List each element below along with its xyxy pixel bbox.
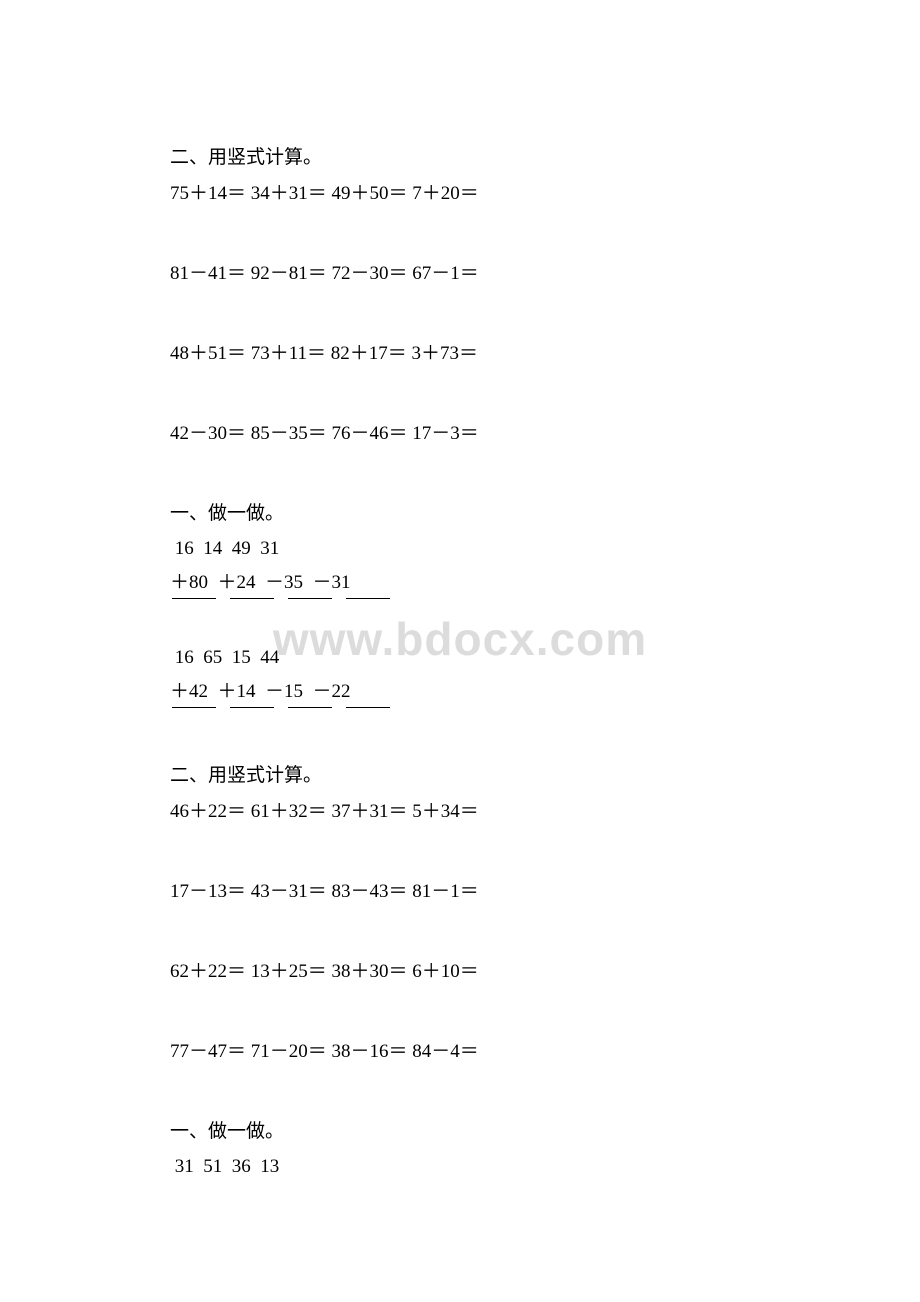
rule-line	[172, 598, 216, 599]
vertical-top-row: 31 51 36 13	[170, 1150, 750, 1184]
vertical-rule-row	[170, 598, 750, 599]
vertical-problem-set: 31 51 36 13	[170, 1150, 750, 1184]
spacer	[170, 990, 750, 1034]
document-page: www.bdocx.com 二、用竖式计算。 75＋14＝ 34＋31＝ 49＋…	[0, 0, 920, 1302]
equation-row: 42－30＝ 85－35＝ 76－46＝ 17－3＝	[170, 416, 750, 452]
spacer	[170, 372, 750, 416]
equation-row: 48＋51＝ 73＋11＝ 82＋17＝ 3＋73＝	[170, 336, 750, 372]
vertical-bottom-row: ＋42 ＋14 －15 －22	[170, 675, 750, 709]
equation-row: 81－41＝ 92－81＝ 72－30＝ 67－1＝	[170, 256, 750, 292]
section-heading: 一、做一做。	[170, 496, 750, 532]
equation-row: 62＋22＝ 13＋25＝ 38＋30＝ 6＋10＝	[170, 954, 750, 990]
vertical-problem-set: 16 14 49 31 ＋80 ＋24 －35 －31	[170, 532, 750, 599]
rule-line	[172, 707, 216, 708]
vertical-bottom-row: ＋80 ＋24 －35 －31	[170, 566, 750, 600]
spacer	[170, 292, 750, 336]
spacer	[170, 714, 750, 758]
spacer	[170, 605, 750, 641]
spacer	[170, 910, 750, 954]
spacer	[170, 452, 750, 496]
spacer	[170, 1070, 750, 1114]
rule-line	[346, 707, 390, 708]
vertical-rule-row	[170, 707, 750, 708]
rule-line	[288, 707, 332, 708]
vertical-problem-set: 16 65 15 44 ＋42 ＋14 －15 －22	[170, 641, 750, 708]
section-heading: 二、用竖式计算。	[170, 140, 750, 176]
equation-row: 17－13＝ 43－31＝ 83－43＝ 81－1＝	[170, 874, 750, 910]
rule-line	[230, 707, 274, 708]
spacer	[170, 212, 750, 256]
spacer	[170, 830, 750, 874]
section-heading: 二、用竖式计算。	[170, 758, 750, 794]
equation-row: 46＋22＝ 61＋32＝ 37＋31＝ 5＋34＝	[170, 794, 750, 830]
rule-line	[288, 598, 332, 599]
rule-line	[230, 598, 274, 599]
vertical-top-row: 16 65 15 44	[170, 641, 750, 675]
equation-row: 75＋14＝ 34＋31＝ 49＋50＝ 7＋20＝	[170, 176, 750, 212]
section-heading: 一、做一做。	[170, 1114, 750, 1150]
rule-line	[346, 598, 390, 599]
vertical-top-row: 16 14 49 31	[170, 532, 750, 566]
equation-row: 77－47＝ 71－20＝ 38－16＝ 84－4＝	[170, 1034, 750, 1070]
